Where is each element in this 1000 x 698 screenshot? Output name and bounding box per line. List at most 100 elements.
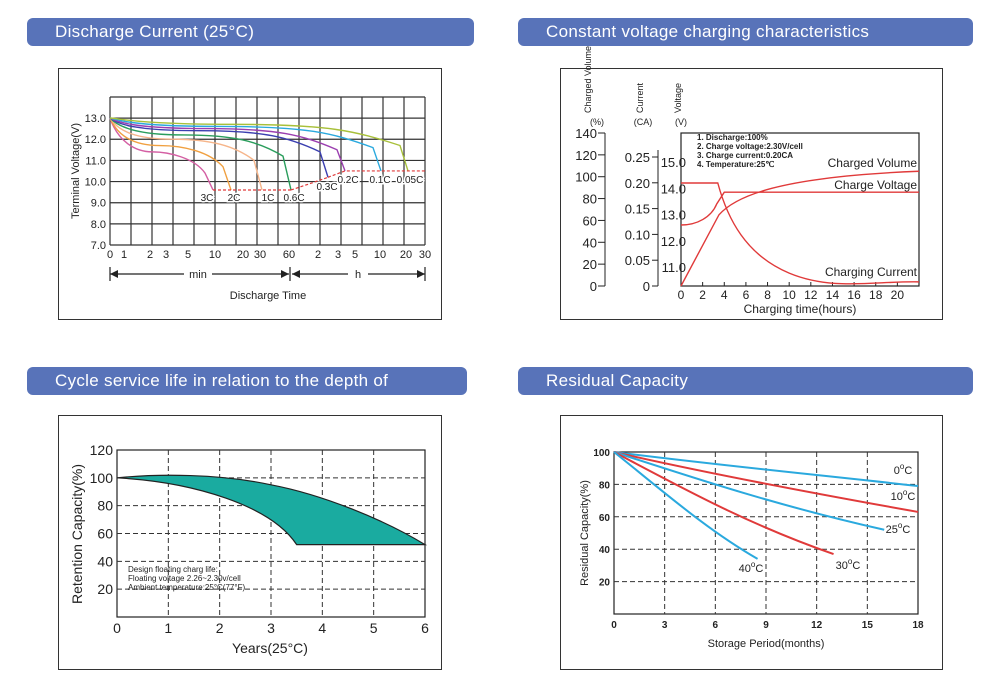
discharge-curve	[109, 117, 263, 191]
series-label: 0.2C	[337, 175, 358, 186]
x-tick-label-min: 10	[209, 249, 221, 261]
x-tick-label: 2	[216, 620, 224, 636]
x-axis-label: Discharge Time	[230, 290, 306, 302]
y-tick-label: 40	[599, 545, 611, 556]
y-tick-label: 8.0	[91, 219, 106, 231]
y-tick-label-voltage: 11.0	[662, 260, 686, 275]
y-tick-label: 80	[97, 498, 113, 514]
x-tick-label: 6	[713, 620, 719, 631]
x-tick-label-h: 3	[335, 249, 341, 261]
x-tick-label: 12	[804, 288, 818, 302]
arrowhead	[281, 270, 289, 278]
y-tick-label: 20	[97, 581, 113, 597]
y-axis-label: Terminal Voltage(V)	[70, 123, 82, 219]
series-label: 2C	[228, 193, 241, 204]
x-tick-label: 16	[847, 288, 861, 302]
x-tick-label: 15	[862, 620, 874, 631]
residual-curve	[613, 451, 919, 488]
y-tick-label: 7.0	[91, 240, 106, 252]
y-axis-unit: (%)	[590, 117, 604, 127]
x-tick-label: 10	[783, 288, 797, 302]
x-tick-label: 4	[721, 288, 728, 302]
y-tick-label: 10.0	[85, 177, 106, 189]
x-tick-label-min: 30	[254, 249, 266, 261]
y-tick-label: 60	[97, 526, 113, 542]
y-tick-label-volume: 0	[590, 279, 597, 294]
y-tick-label-voltage: 15.0	[661, 155, 686, 170]
x-tick-label-min: 3	[163, 249, 169, 261]
residual-curve	[613, 451, 885, 531]
x-tick-label: 6	[421, 620, 429, 636]
x-tick-label: 9	[763, 620, 769, 631]
discharge-curve	[109, 117, 346, 172]
residual-curve	[613, 451, 919, 513]
charge-curve	[681, 182, 920, 285]
y-tick-label: 100	[593, 448, 610, 459]
series-label: 30oC	[836, 557, 861, 572]
y-tick-label-current: 0.20	[625, 176, 650, 191]
note-line: 1. Discharge:100%	[697, 133, 768, 142]
x-tick-label-h: 5	[352, 249, 358, 261]
x-tick-label: 3	[267, 620, 275, 636]
series-label: 25oC	[886, 521, 911, 536]
y-axis-header: Voltage	[673, 83, 683, 113]
x-tick-label-h: 20	[400, 249, 412, 261]
y-tick-label-volume: 20	[583, 257, 597, 272]
x-tick-label-h: 10	[374, 249, 386, 261]
y-tick-label: 13.0	[85, 113, 106, 125]
series-label: 40oC	[739, 560, 764, 575]
y-tick-label: 11.0	[85, 155, 106, 167]
annotation-line: Design floating charg life:	[128, 565, 218, 574]
charging-header: Constant voltage charging characteristic…	[518, 18, 973, 46]
annotation-line: Ambient temperature:25°C(77°F)	[128, 583, 245, 592]
x-tick-label: 5	[370, 620, 378, 636]
y-tick-label-current: 0.15	[625, 202, 650, 217]
x-tick-label-min: 20	[237, 249, 249, 261]
note-line: 3. Charge current:0.20CA	[697, 151, 793, 160]
discharge-curve	[109, 117, 214, 191]
x-tick-label: 0	[113, 620, 121, 636]
charge-curve	[680, 170, 920, 287]
y-axis-label: Residual Capacity(%)	[579, 480, 591, 586]
cutoff-line	[327, 170, 425, 178]
series-label: 1C	[262, 193, 275, 204]
annotation-line: Floating voltage 2.26~2.30v/cell	[128, 574, 241, 583]
discharge-curve	[109, 117, 292, 191]
note-line: 2. Charge voltage:2.30V/cell	[697, 142, 803, 151]
x-tick-label: 14	[826, 288, 840, 302]
y-tick-label: 9.0	[91, 198, 106, 210]
series-label: 0oC	[894, 462, 913, 477]
x-axis-label: Charging time(hours)	[744, 302, 857, 316]
series-label: 0.3C	[316, 182, 337, 193]
cycle-header: Cycle service life in relation to the de…	[27, 367, 467, 418]
discharge-curve	[109, 117, 382, 172]
x-tick-label-h: 2	[315, 249, 321, 261]
y-tick-label-current: 0.05	[625, 253, 650, 268]
x-tick-label-min: 2	[147, 249, 153, 261]
y-tick-label-current: 0	[643, 279, 650, 294]
series-label: 10oC	[891, 488, 916, 503]
y-tick-label-volume: 40	[583, 235, 597, 250]
discharge-curve	[109, 117, 232, 191]
x-tick-label: 20	[891, 288, 905, 302]
series-label: 0.1C	[369, 175, 390, 186]
x-axis-label: Storage Period(months)	[708, 638, 825, 650]
plot-border	[680, 132, 920, 287]
series-label: 0.6C	[283, 193, 304, 204]
x-tick-label: 3	[662, 620, 668, 631]
series-label: 3C	[201, 193, 214, 204]
y-tick-label-current: 0.10	[625, 227, 650, 242]
series-label: Charged Volume	[828, 156, 918, 170]
y-tick-label-voltage: 13.0	[661, 208, 686, 223]
y-tick-label-voltage: 12.0	[661, 234, 686, 249]
y-axis-unit: (V)	[675, 117, 687, 127]
y-tick-label-volume: 140	[575, 126, 597, 141]
x-tick-label: 12	[811, 620, 823, 631]
residual-curve	[613, 451, 759, 560]
discharge-frame	[58, 68, 442, 320]
y-tick-label: 20	[599, 578, 611, 589]
discharge-curve	[109, 117, 329, 178]
x-tick-label: 0	[611, 620, 617, 631]
charge-curve	[680, 191, 919, 226]
